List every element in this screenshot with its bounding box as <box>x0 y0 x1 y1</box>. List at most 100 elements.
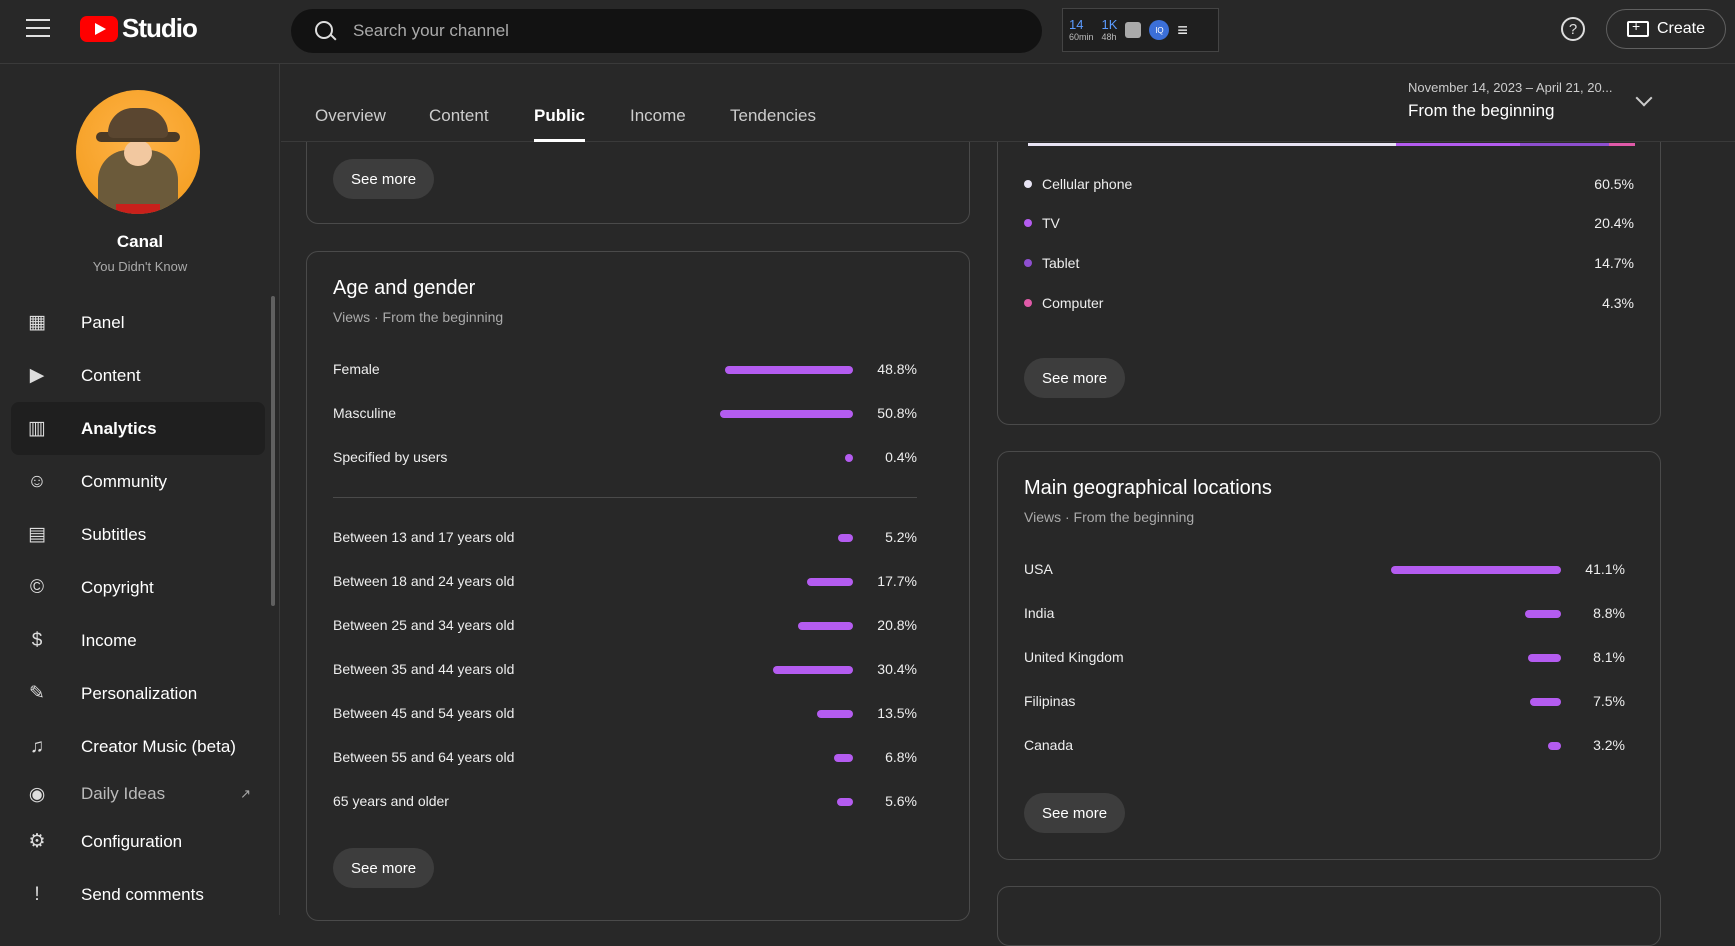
see-more-button[interactable]: See more <box>1024 358 1126 398</box>
age-row: Between 25 and 34 years old 20.8% <box>333 615 917 635</box>
percent-bar <box>725 366 853 374</box>
top-bar: Studio 14 60min 1K 48h IQ ≡ ? Create <box>0 0 1735 64</box>
bar-segment <box>1519 143 1610 146</box>
row-value: 14.7% <box>1594 255 1634 271</box>
percent-bar <box>838 534 853 542</box>
device-row: TV 20.4% <box>1024 213 1634 233</box>
row-label: Between 13 and 17 years old <box>333 529 515 545</box>
logo-text: Studio <box>122 13 198 43</box>
row-label: Computer <box>1042 295 1104 311</box>
sidebar-item-send-comments[interactable]: ! Send comments <box>11 868 265 921</box>
row-label: TV <box>1042 215 1060 231</box>
channel-name: Canal <box>116 232 164 251</box>
stat-value: 14 <box>1069 17 1084 32</box>
tab-public[interactable]: Public <box>534 106 586 142</box>
see-more-button[interactable]: See more <box>1024 793 1126 833</box>
see-more-button[interactable]: See more <box>333 848 435 888</box>
sidebar-item-personalization[interactable]: ✎ Personalization <box>11 667 265 720</box>
sidebar-item-creator-music[interactable]: ♫ Creator Music (beta) <box>11 720 265 773</box>
sidebar-item-content[interactable]: ▶ Content <box>11 349 265 402</box>
feedback-icon: ! <box>34 883 40 905</box>
row-value: 4.3% <box>1602 295 1634 311</box>
row-label: India <box>1024 605 1055 621</box>
percent-bar <box>807 578 853 586</box>
sidebar-item-label: Analytics <box>81 418 157 438</box>
percent-bar <box>834 754 853 762</box>
row-label: Between 25 and 34 years old <box>333 617 515 633</box>
percent-bar <box>1525 610 1561 618</box>
card-title: Main geographical locations <box>1024 477 1272 499</box>
row-label: Tablet <box>1042 255 1080 271</box>
legend-dot <box>1024 259 1032 267</box>
bar-chart-icon[interactable] <box>1125 22 1142 38</box>
views-48h-stat: 1K 48h <box>1102 18 1118 42</box>
hamburger-icon[interactable]: ≡ <box>1177 19 1188 40</box>
sidebar-item-label: Send comments <box>81 884 204 904</box>
subtitles-icon: ▤ <box>28 524 46 545</box>
sidebar-item-label: Configuration <box>81 831 183 851</box>
youtube-logo-icon <box>80 15 118 42</box>
search-bar[interactable] <box>291 9 1042 53</box>
sidebar-scrollbar[interactable] <box>271 296 275 606</box>
tab-income[interactable]: Income <box>630 106 686 125</box>
age-row: Between 45 and 54 years old 13.5% <box>333 703 917 723</box>
search-icon[interactable] <box>303 9 347 53</box>
percent-bar <box>798 622 853 630</box>
see-more-button[interactable]: See more <box>333 159 435 199</box>
sidebar-item-panel[interactable]: ▦ Panel <box>11 296 265 349</box>
geo-row: India 8.8% <box>1024 603 1625 623</box>
legend-dot <box>1024 219 1032 227</box>
extension-logo-icon[interactable]: IQ <box>1149 20 1170 40</box>
sidebar-item-daily-ideas[interactable]: ◉ Daily Ideas ↗ <box>11 773 265 815</box>
avatar[interactable] <box>76 90 200 214</box>
sidebar-item-analytics[interactable]: ▥ Analytics <box>11 402 265 455</box>
community-icon: ☺ <box>27 470 47 492</box>
menu-icon[interactable] <box>26 19 50 39</box>
extension-widget[interactable]: 14 60min 1K 48h IQ ≡ <box>1062 8 1219 52</box>
tab-tendencies[interactable]: Tendencies <box>730 106 817 125</box>
dashboard-icon: ▦ <box>28 312 46 333</box>
percent-bar <box>1528 654 1561 662</box>
row-value: 3.2% <box>1593 737 1625 753</box>
date-range-label: From the beginning <box>1408 101 1555 120</box>
row-value: 60.5% <box>1594 176 1634 192</box>
sidebar-item-label: Community <box>81 471 167 491</box>
ideas-icon: ◉ <box>28 783 46 805</box>
gender-row: Masculine 50.8% <box>333 403 917 423</box>
sidebar-item-configuration[interactable]: ⚙ Configuration <box>11 815 265 868</box>
tab-content[interactable]: Content <box>429 106 489 125</box>
stat-unit: 60min <box>1069 32 1094 42</box>
device-type-card: Cellular phone 60.5% TV 20.4% Tablet 14.… <box>997 120 1661 425</box>
sidebar-item-subtitles[interactable]: ▤ Subtitles <box>11 508 265 561</box>
geo-row: Canada 3.2% <box>1024 735 1625 755</box>
sidebar-item-income[interactable]: $ Income <box>11 614 265 667</box>
row-label: USA <box>1024 561 1053 577</box>
search-input[interactable] <box>353 21 953 41</box>
row-label: United Kingdom <box>1024 649 1124 665</box>
geo-locations-card: Main geographical locations Views · From… <box>997 451 1661 860</box>
sidebar-item-label: Personalization <box>81 683 198 703</box>
tab-overview[interactable]: Overview <box>315 106 386 125</box>
copyright-icon: © <box>30 576 44 598</box>
sidebar-item-label: Content <box>81 365 141 385</box>
row-label: Between 55 and 64 years old <box>333 749 515 765</box>
row-value: 13.5% <box>877 705 917 721</box>
row-value: 5.6% <box>885 793 917 809</box>
device-row: Computer 4.3% <box>1024 293 1634 313</box>
age-row: 65 years and older 5.6% <box>333 791 917 811</box>
sidebar-item-copyright[interactable]: © Copyright <box>11 561 265 614</box>
divider <box>333 497 917 498</box>
create-button[interactable]: Create <box>1606 9 1726 49</box>
row-value: 48.8% <box>877 361 917 377</box>
card-subtitle: Views · From the beginning <box>1024 509 1195 525</box>
device-stacked-bar <box>1028 143 1636 146</box>
studio-logo[interactable]: Studio <box>80 13 198 44</box>
card-title: Age and gender <box>333 277 476 299</box>
stat-value: 1K <box>1101 17 1118 32</box>
sidebar-item-community[interactable]: ☺ Community <box>11 455 265 508</box>
date-range-picker[interactable]: November 14, 2023 – April 21, 20... From… <box>1408 80 1728 121</box>
age-row: Between 35 and 44 years old 30.4% <box>333 659 917 679</box>
music-icon: ♫ <box>29 735 45 757</box>
percent-bar <box>837 798 853 806</box>
help-icon[interactable]: ? <box>1561 17 1585 41</box>
